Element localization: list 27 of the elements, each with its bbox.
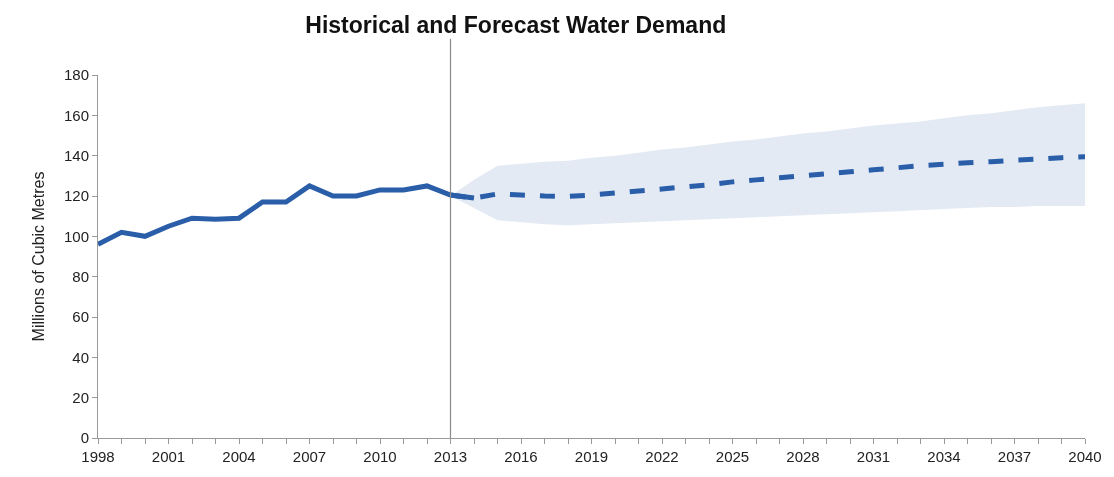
x-tick-label: 2025 <box>715 448 750 465</box>
y-axis-title: Millions of Cubic Metres <box>29 171 47 342</box>
y-tick-label: 120 <box>63 187 89 205</box>
y-tick-label: 100 <box>63 227 89 245</box>
x-tick-label: 2037 <box>997 448 1032 465</box>
x-tick-label: 2016 <box>504 448 538 465</box>
x-tick-label: 2031 <box>856 448 891 465</box>
x-tick-label: 2001 <box>151 448 186 465</box>
x-tick-label: 2034 <box>927 448 961 465</box>
chart-title: Historical and Forecast Water Demand <box>305 11 727 38</box>
x-tick-label: 2019 <box>574 448 609 465</box>
y-tick-label: 160 <box>63 106 89 124</box>
y-tick-label: 0 <box>80 429 89 447</box>
x-tick-label: 2004 <box>222 448 256 465</box>
y-tick-label: 20 <box>72 388 89 406</box>
x-tick-label: 2010 <box>363 448 397 465</box>
y-tick-label: 60 <box>72 308 89 326</box>
x-tick-label: 2007 <box>292 448 327 465</box>
y-tick-label: 140 <box>63 146 89 164</box>
x-tick-label: 2040 <box>1068 448 1102 465</box>
y-tick-label: 40 <box>72 348 89 366</box>
y-tick-label: 80 <box>72 267 89 285</box>
x-tick-label: 1998 <box>81 448 115 465</box>
x-tick-label: 2022 <box>645 448 679 465</box>
x-tick-label: 2013 <box>433 448 468 465</box>
x-tick-label: 2028 <box>786 448 820 465</box>
y-tick-label: 180 <box>63 66 89 84</box>
